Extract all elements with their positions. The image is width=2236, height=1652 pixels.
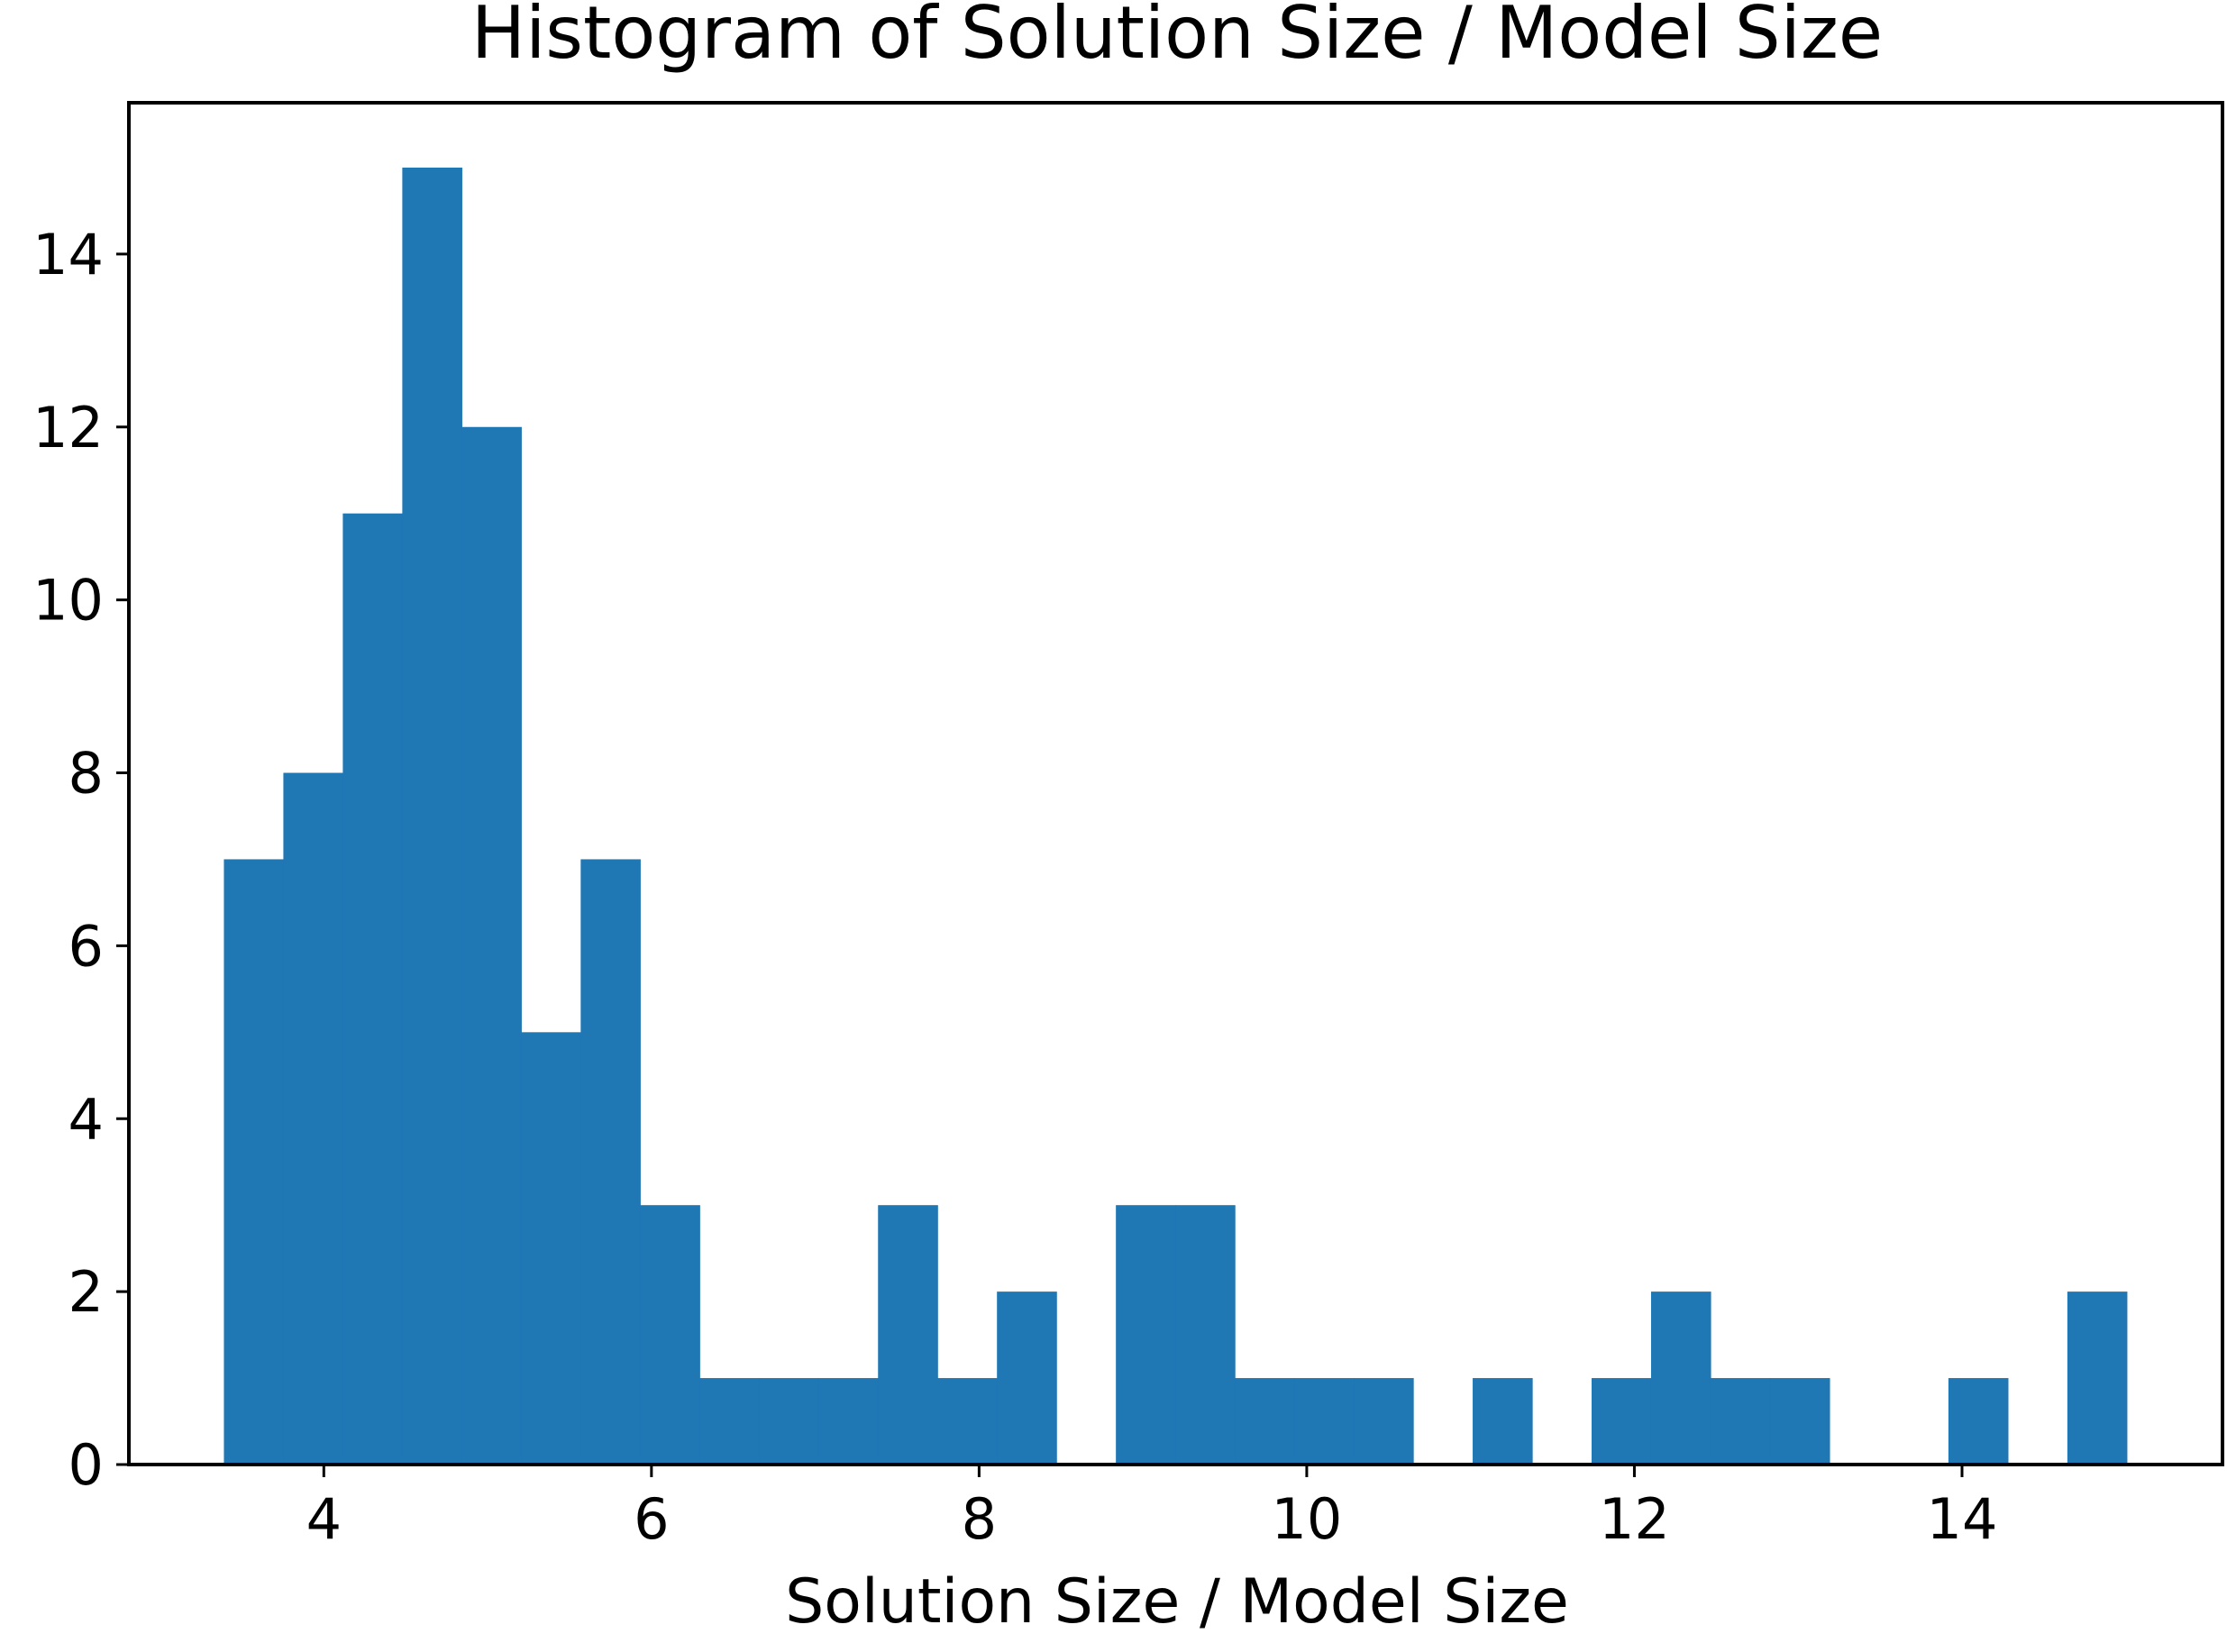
- y-tick-label: 12: [32, 395, 104, 461]
- histogram-bar: [1650, 1291, 1711, 1465]
- x-tick-label: 8: [962, 1486, 997, 1552]
- chart-title: Histogram of Solution Size / Model Size: [471, 0, 1883, 75]
- histogram-bar: [1294, 1378, 1355, 1465]
- histogram-bar: [640, 1205, 700, 1465]
- histogram-bar: [818, 1378, 879, 1465]
- y-axis-ticks: 0 2 4 6 8 10 12 14: [32, 222, 129, 1498]
- histogram-bar: [699, 1378, 760, 1465]
- histogram-bar: [1710, 1378, 1771, 1465]
- x-tick-label: 14: [1927, 1486, 1998, 1552]
- x-tick-label: 6: [634, 1486, 669, 1552]
- x-tick-label: 10: [1271, 1486, 1342, 1552]
- histogram-bar: [1592, 1378, 1652, 1465]
- y-tick-label: 6: [68, 913, 104, 979]
- histogram-bar: [878, 1205, 938, 1465]
- histogram-bar: [402, 167, 462, 1465]
- histogram-bar: [997, 1291, 1057, 1465]
- histogram-bar: [2067, 1291, 2128, 1465]
- histogram-bar: [342, 513, 403, 1465]
- histogram-bar: [1769, 1378, 1830, 1465]
- histogram-bar: [1948, 1378, 2009, 1465]
- histogram-bar: [580, 859, 641, 1465]
- histogram-bar: [1116, 1205, 1176, 1465]
- x-axis-label: Solution Size / Model Size: [785, 1566, 1569, 1638]
- histogram-bar: [1175, 1205, 1236, 1465]
- histogram-bar: [224, 859, 285, 1465]
- histogram-bar: [937, 1378, 998, 1465]
- histogram-bar: [283, 772, 343, 1465]
- x-tick-label: 12: [1599, 1486, 1670, 1552]
- x-tick-label: 4: [306, 1486, 342, 1552]
- x-axis-ticks: 4 6 8 10 12 14: [306, 1465, 1998, 1552]
- histogram-bar: [1354, 1378, 1414, 1465]
- y-tick-label: 10: [32, 568, 104, 634]
- histogram-bar: [521, 1032, 581, 1465]
- histogram-bar: [1235, 1378, 1295, 1465]
- y-tick-label: 0: [68, 1432, 104, 1498]
- histogram-bar: [759, 1378, 819, 1465]
- y-tick-label: 8: [68, 741, 104, 807]
- y-tick-label: 14: [32, 222, 104, 288]
- y-tick-label: 4: [68, 1086, 104, 1152]
- histogram-bar: [461, 426, 522, 1465]
- plot-frame: [127, 101, 2224, 1466]
- bars-group: [224, 167, 2128, 1465]
- histogram-bar: [1473, 1378, 1533, 1465]
- y-tick-label: 2: [68, 1259, 104, 1325]
